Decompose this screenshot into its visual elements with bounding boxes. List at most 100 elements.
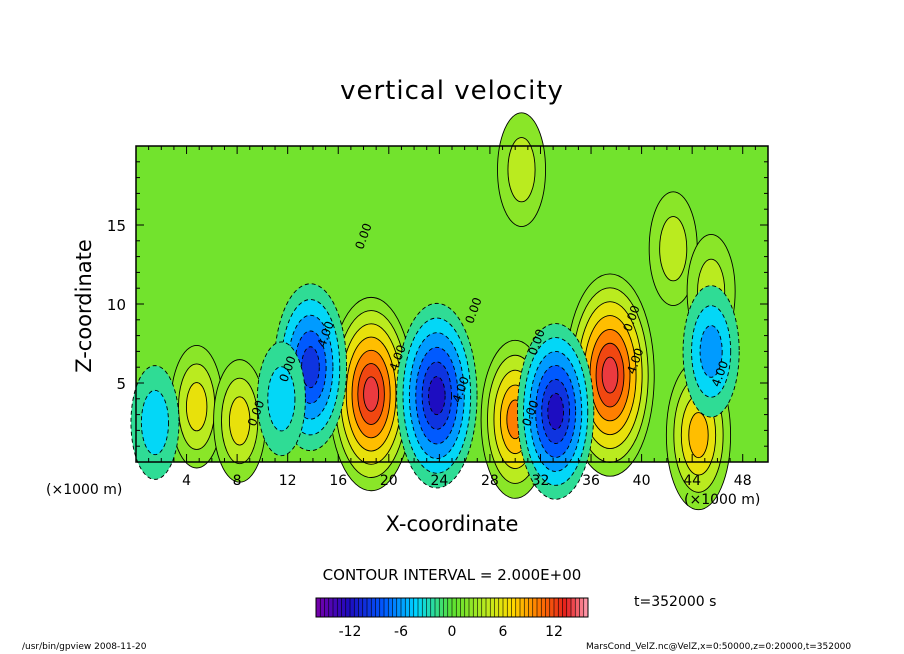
footer-program-date: /usr/bin/gpview 2008-11-20 — [22, 642, 147, 652]
contour-level — [699, 325, 723, 378]
x-tick-label: 48 — [734, 473, 752, 489]
contour-level — [363, 376, 380, 412]
colorbar-swatch — [443, 598, 449, 617]
colorbar-swatch — [362, 598, 368, 617]
colorbar-swatch — [469, 598, 474, 617]
colorbar-swatch — [405, 598, 410, 617]
colorbar-swatch — [558, 598, 563, 617]
colorbar-swatch — [511, 598, 517, 617]
heat-feature-10 — [396, 302, 478, 489]
y-axis-label: Z-coordinate — [72, 239, 96, 373]
y-tick-label: 5 — [116, 375, 126, 393]
colorbar-swatch — [430, 598, 436, 617]
colorbar-swatch — [345, 598, 351, 617]
x-tick-label: 40 — [633, 473, 651, 489]
heat-feature-0 — [328, 296, 414, 492]
colorbar-swatch — [579, 598, 585, 617]
colorbar-swatch — [413, 598, 419, 617]
x-tick-label: 36 — [582, 473, 600, 489]
colorbar-swatch — [422, 598, 427, 617]
colorbar-frame — [315, 597, 589, 618]
colorbar-swatch — [354, 598, 359, 617]
contour-level — [428, 376, 446, 416]
colorbar-tick-label: 6 — [499, 624, 508, 640]
colorbar-swatch — [341, 598, 347, 617]
colorbar-swatch — [435, 598, 440, 617]
colorbar-swatch — [409, 598, 415, 617]
colorbar-swatch — [507, 598, 512, 617]
x-unit-label-left: (×1000 m) — [46, 482, 123, 498]
x-tick-label: 12 — [279, 473, 297, 489]
colorbar-swatch — [464, 598, 470, 617]
x-tick-label: 44 — [683, 473, 701, 489]
colorbar-swatch — [371, 598, 376, 617]
colorbar-swatch — [388, 598, 393, 617]
colorbar-swatch — [486, 598, 491, 617]
contour-interval-label: CONTOUR INTERVAL = 2.000E+00 — [322, 566, 582, 584]
colorbar-swatch — [524, 598, 529, 617]
heat-feature-6 — [648, 191, 698, 307]
colorbar-swatch — [541, 598, 546, 617]
x-tick-label: 32 — [532, 473, 550, 489]
contour-level — [507, 137, 536, 203]
colorbar-swatch — [481, 598, 487, 617]
contour-level — [140, 389, 169, 456]
heat-feature-4 — [170, 344, 224, 469]
colorbar-swatch — [571, 598, 576, 617]
colorbar-swatch — [532, 598, 538, 617]
chart-title: vertical velocity — [340, 76, 564, 106]
colorbar-swatch — [316, 598, 321, 617]
colorbar: -12 -6 0 6 12 — [315, 597, 589, 640]
colorbar-swatch — [537, 598, 542, 617]
colorbar-swatch — [333, 598, 338, 617]
colorbar-swatch — [375, 598, 381, 617]
colorbar-swatch — [575, 598, 580, 617]
contour-level — [267, 366, 296, 432]
colorbar-swatch — [392, 598, 398, 617]
colorbar-swatch — [396, 598, 402, 617]
x-axis-label: X-coordinate — [385, 512, 519, 536]
y-tick-label: 15 — [107, 217, 126, 235]
colorbar-swatch — [520, 598, 525, 617]
colorbar-swatch — [473, 598, 478, 617]
colorbar-tick-label: 12 — [545, 624, 563, 640]
y-tick-label: 10 — [107, 296, 126, 314]
colorbar-swatch — [498, 598, 504, 617]
colorbar-tick-label: -12 — [339, 624, 362, 640]
colorbar-swatch — [439, 598, 444, 617]
heat-feature-5 — [213, 359, 267, 483]
colorbar-swatch — [379, 598, 385, 617]
contour-level — [185, 382, 208, 432]
footer-source: MarsCond_VelZ.nc@VelZ,x=0:50000,z=0:2000… — [586, 642, 852, 652]
colorbar-swatch — [503, 598, 508, 617]
colorbar-swatch — [328, 598, 334, 617]
x-tick-label: 20 — [380, 473, 398, 489]
contour-level — [228, 396, 251, 446]
x-tick-label: 28 — [481, 473, 499, 489]
colorbar-swatch — [324, 598, 330, 617]
contour-level — [601, 356, 619, 394]
colorbar-tick-label: -6 — [394, 624, 408, 640]
colorbar-swatch — [401, 598, 406, 617]
colorbar-swatch — [490, 598, 495, 617]
colorbar-swatch — [452, 598, 457, 617]
colorbar-swatch — [384, 598, 389, 617]
colorbar-swatch — [545, 598, 551, 617]
heat-feature-11 — [517, 323, 595, 500]
colorbar-swatch — [528, 598, 534, 617]
colorbar-swatch — [554, 598, 559, 617]
colorbar-swatch — [426, 598, 432, 617]
colorbar-swatch — [350, 598, 355, 617]
heatmap-field — [130, 112, 768, 511]
colorbar-swatch — [562, 598, 568, 617]
heat-feature-12 — [682, 285, 740, 418]
contour-level — [659, 216, 688, 282]
colorbar-swatch — [320, 598, 325, 617]
colorbar-swatch — [358, 598, 364, 617]
contour-level — [688, 412, 709, 459]
x-tick-label: 4 — [182, 473, 191, 489]
colorbar-swatch — [583, 598, 589, 617]
heat-feature-8 — [497, 112, 546, 228]
